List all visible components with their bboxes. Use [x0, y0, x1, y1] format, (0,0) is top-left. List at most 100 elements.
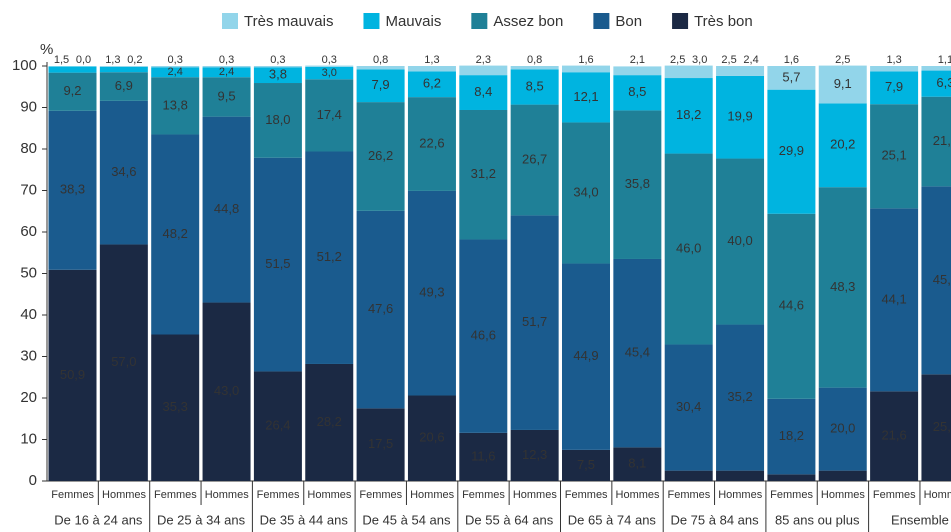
bar-segment — [151, 67, 200, 78]
bar-segment — [921, 186, 951, 375]
legend-label: Mauvais — [385, 13, 441, 30]
value-label: 38,3 — [60, 182, 85, 197]
bar-segment — [562, 65, 610, 73]
bar-segment — [767, 213, 816, 399]
y-tick-label: 70 — [20, 181, 37, 198]
bar-segment — [870, 391, 919, 481]
value-label: 49,3 — [419, 285, 444, 300]
y-axis-unit: % — [40, 41, 53, 58]
value-label: 26,2 — [368, 148, 393, 163]
bar-segment — [767, 66, 816, 90]
bar-segment — [510, 429, 559, 481]
legend-label: Bon — [615, 13, 642, 30]
value-label: 51,5 — [265, 256, 290, 271]
value-label: 20,6 — [419, 430, 444, 445]
value-label: 35,8 — [625, 176, 650, 191]
group-label: Ensemble — [891, 512, 949, 527]
value-label: 46,0 — [676, 240, 701, 255]
y-tick-label: 30 — [20, 347, 37, 364]
bar-segment — [664, 65, 713, 79]
bar-segment — [305, 66, 354, 80]
x-tick-label: Hommes — [513, 489, 558, 501]
bar-segment — [459, 432, 508, 481]
value-label: 13,8 — [163, 97, 188, 112]
bar-segment — [767, 398, 816, 475]
value-label: 0,3 — [219, 54, 234, 66]
value-label: 0,8 — [527, 54, 542, 66]
bar-segment — [716, 470, 765, 481]
value-label: 2,5 — [670, 54, 685, 66]
value-label: 25,1 — [881, 148, 906, 163]
bar-segment — [459, 65, 508, 76]
value-label: 51,7 — [522, 314, 547, 329]
value-label: 8,5 — [628, 84, 646, 99]
bar-segment — [48, 269, 97, 481]
value-label: 2,4 — [219, 66, 234, 78]
bar-segment — [48, 66, 97, 73]
bar-segment — [664, 78, 713, 154]
group-label: De 55 à 64 ans — [465, 512, 554, 527]
value-label: 44,1 — [881, 291, 906, 306]
value-label: 2,3 — [476, 54, 491, 66]
x-tick-label: Femmes — [462, 489, 505, 501]
value-label: 26,4 — [265, 418, 290, 433]
bar-segment — [510, 66, 559, 70]
bar-segment — [99, 244, 148, 481]
value-label: 18,2 — [676, 107, 701, 122]
value-label: 0,8 — [373, 54, 388, 66]
value-label: 6,3 — [936, 75, 951, 90]
bar-segment — [613, 447, 662, 481]
bar-segment — [716, 158, 765, 325]
bar-segment — [716, 324, 765, 471]
group-label: De 25 à 34 ans — [157, 512, 246, 527]
bar-segment — [921, 70, 951, 97]
value-label: 11,6 — [471, 448, 495, 463]
bar-segment — [151, 134, 200, 335]
bar-segment — [767, 474, 816, 481]
bar-segment — [716, 66, 765, 76]
y-tick-label: 20 — [20, 389, 37, 406]
value-label: 44,9 — [573, 348, 598, 363]
x-tick-label: Hommes — [821, 489, 866, 501]
y-tick-label: 10 — [20, 430, 37, 447]
bar-segment — [48, 72, 97, 111]
bar-segment — [202, 302, 251, 481]
bar-segment — [253, 66, 302, 68]
value-label: 21,6 — [881, 428, 906, 443]
value-label: 7,9 — [885, 79, 903, 94]
value-label: 44,8 — [214, 201, 239, 216]
bar-segment — [356, 210, 405, 409]
value-label: 51,2 — [317, 249, 342, 264]
y-tick-label: 100 — [12, 57, 37, 74]
bar-segment — [253, 371, 302, 481]
value-label: 2,5 — [835, 54, 850, 66]
value-label: 7,5 — [577, 457, 595, 472]
bar-segment — [99, 66, 148, 67]
value-label: 1,3 — [424, 54, 439, 66]
x-tick-label: Hommes — [410, 489, 455, 501]
bar-segment — [253, 157, 302, 372]
value-label: 22,6 — [419, 135, 444, 150]
bar-segment — [921, 374, 951, 481]
y-tick-label: 90 — [20, 98, 37, 115]
group-label: De 45 à 54 ans — [362, 512, 451, 527]
value-label: 6,9 — [115, 78, 133, 93]
value-label: 9,2 — [63, 83, 81, 98]
group-label: De 35 à 44 ans — [260, 512, 349, 527]
value-label: 44,6 — [779, 298, 804, 313]
value-label: 9,1 — [834, 76, 852, 91]
bar-segment — [870, 66, 919, 72]
x-tick-label: Hommes — [307, 489, 352, 501]
value-label: 28,2 — [317, 414, 342, 429]
bar-segment — [253, 83, 302, 158]
x-tick-label: Femmes — [359, 489, 402, 501]
bar-segment — [305, 363, 354, 481]
bar-segment — [407, 97, 456, 191]
value-label: 7,9 — [372, 77, 390, 92]
value-label: 18,0 — [265, 112, 290, 127]
y-tick-label: 0 — [29, 472, 37, 489]
value-label: 1,5 — [54, 54, 69, 66]
bar-segment — [664, 153, 713, 345]
bar-segment — [818, 387, 867, 471]
